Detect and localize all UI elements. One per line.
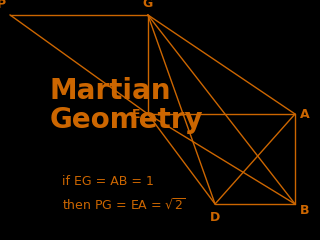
- Text: D: D: [210, 211, 220, 224]
- Text: E: E: [132, 108, 140, 120]
- Text: G: G: [143, 0, 153, 10]
- Text: P: P: [0, 0, 5, 11]
- Text: B: B: [300, 204, 309, 216]
- Text: Martian
Geometry: Martian Geometry: [50, 77, 203, 134]
- Text: if EG = AB = 1: if EG = AB = 1: [62, 175, 154, 188]
- Text: then PG = EA = $\sqrt{2}$: then PG = EA = $\sqrt{2}$: [62, 198, 186, 213]
- Text: A: A: [300, 108, 309, 120]
